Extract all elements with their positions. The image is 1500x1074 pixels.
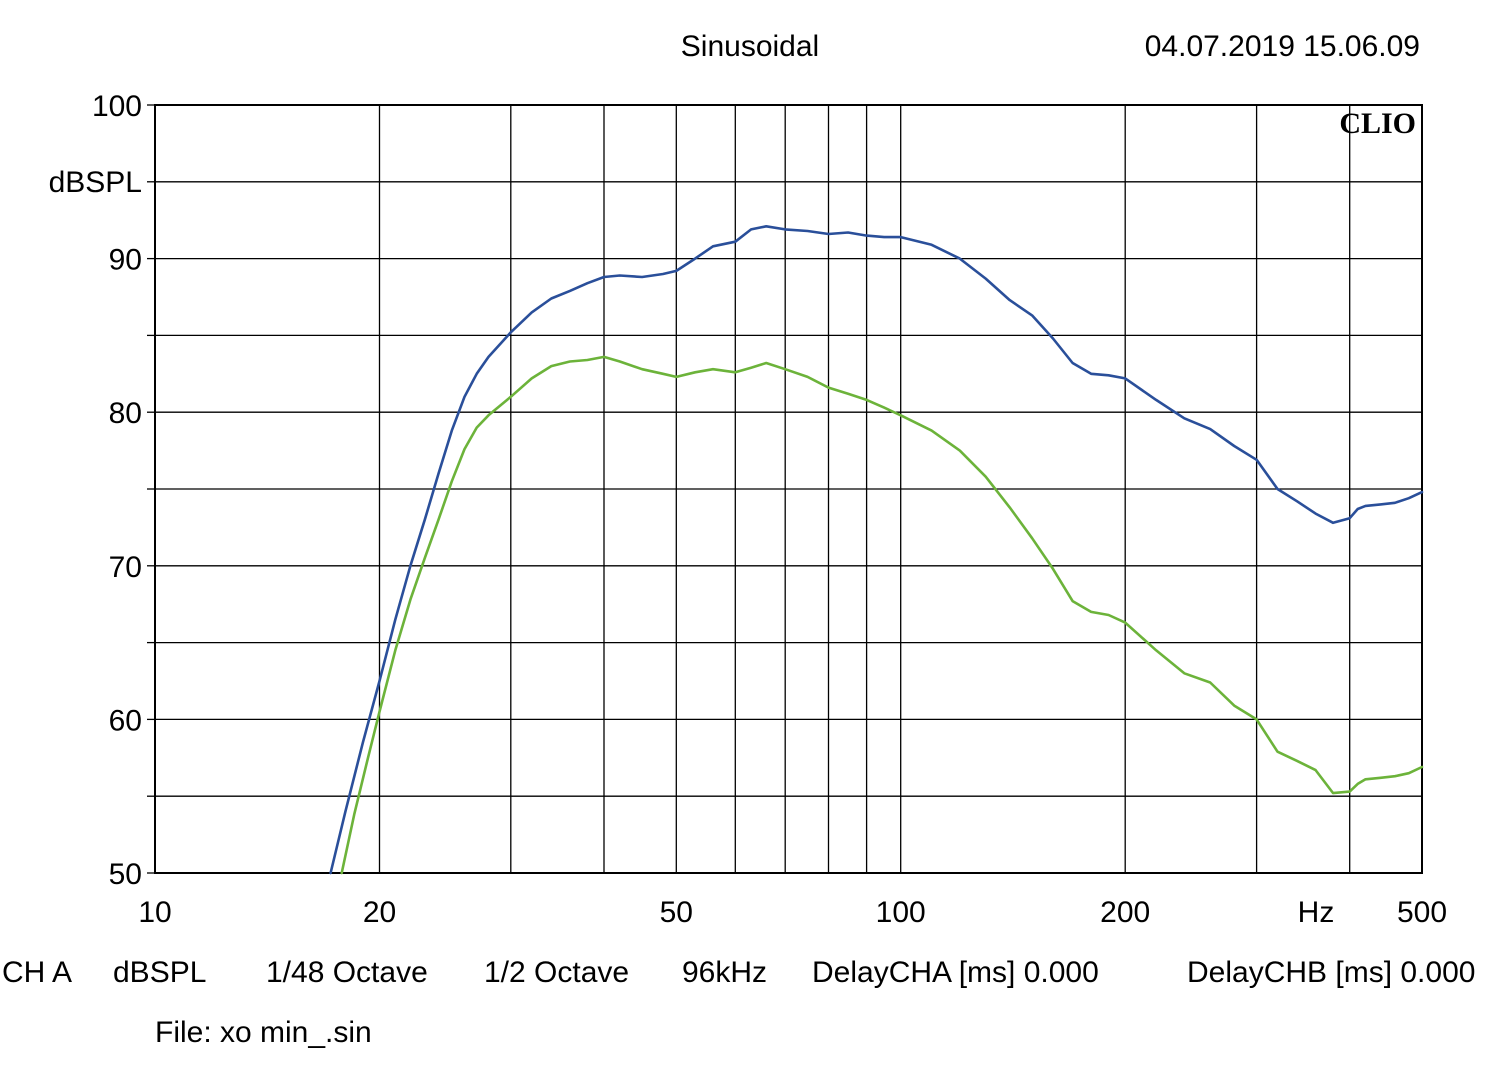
y-tick-label: 100 [92,90,142,123]
x-tick-label: 20 [363,896,396,929]
footer-resolution: 1/48 Octave [266,956,428,989]
x-axis-label: Hz [1298,896,1335,929]
grid [155,105,1422,873]
footer-channel: CH A [2,956,72,989]
y-tick-label: 80 [109,397,142,430]
series-lines [329,225,1424,875]
brand-logo: CLIO [1339,107,1416,140]
plot-frame [154,104,1423,874]
y-tick-label: 50 [109,858,142,891]
x-tick-label: 10 [138,896,171,929]
x-tick-label: 100 [876,896,926,929]
chart-title: Sinusoidal [681,30,819,63]
y-tick-label: 70 [109,551,142,584]
footer-unit: dBSPL [113,956,206,989]
x-tick-label: 200 [1100,896,1150,929]
x-tick-label: 500 [1397,896,1447,929]
footer-delay-cha: DelayCHA [ms] 0.000 [812,956,1099,989]
axis-ticks [147,104,155,874]
y-tick-labels: 50 60 70 80 90 100 [92,90,142,891]
footer-file: File: xo min_.sin [155,1016,372,1049]
y-tick-label: 60 [109,704,142,737]
x-tick-labels: 10 20 50 100 200 500 [138,896,1447,929]
footer-smoothing: 1/2 Octave [484,956,629,989]
series-line-2 [340,355,1424,875]
footer-samplerate: 96kHz [682,956,767,989]
timestamp: 04.07.2019 15.06.09 [1145,30,1420,63]
footer-delay-chb: DelayCHB [ms] 0.000 [1187,956,1475,989]
y-tick-label: 90 [109,244,142,277]
series-line-1 [329,225,1424,875]
y-axis-label: dBSPL [49,166,142,199]
x-tick-label: 50 [660,896,693,929]
footer-settings: CH A dBSPL 1/48 Octave 1/2 Octave 96kHz … [2,956,1475,1049]
